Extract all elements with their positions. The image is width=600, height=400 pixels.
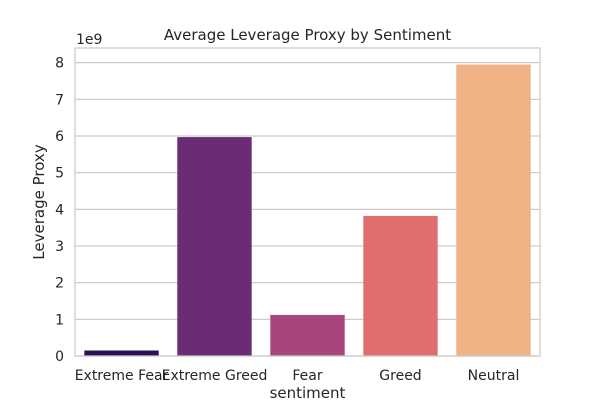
bar	[84, 350, 159, 356]
bar	[456, 64, 531, 356]
y-tick-label: 7	[55, 92, 64, 108]
bar	[270, 314, 345, 356]
y-tick-label: 8	[55, 56, 64, 72]
x-tick-label: Extreme Fear	[75, 368, 169, 384]
y-tick-label: 0	[55, 349, 64, 365]
y-tick-label: 2	[55, 276, 64, 292]
x-tick-label: Neutral	[468, 368, 520, 384]
y-tick-labels: 0 1 2 3 4 5 6 7 8	[55, 56, 64, 365]
x-tick-label: Greed	[379, 368, 421, 384]
bar	[177, 137, 252, 356]
y-offset-label: 1e9	[76, 32, 102, 48]
y-tick-label: 5	[55, 166, 64, 182]
x-tick-label: Extreme Greed	[162, 368, 268, 384]
y-tick-label: 4	[55, 202, 64, 218]
bar	[363, 215, 438, 356]
chart-title: Average Leverage Proxy by Sentiment	[164, 26, 451, 44]
y-tick-label: 6	[55, 129, 64, 145]
y-axis-label: Leverage Proxy	[30, 144, 48, 260]
bars	[84, 64, 531, 356]
x-axis-label: sentiment	[270, 384, 346, 400]
x-tick-label: Fear	[292, 368, 322, 384]
plot-frame	[74, 47, 541, 357]
y-tick-label: 3	[55, 239, 64, 255]
y-tick-label: 1	[55, 312, 64, 328]
